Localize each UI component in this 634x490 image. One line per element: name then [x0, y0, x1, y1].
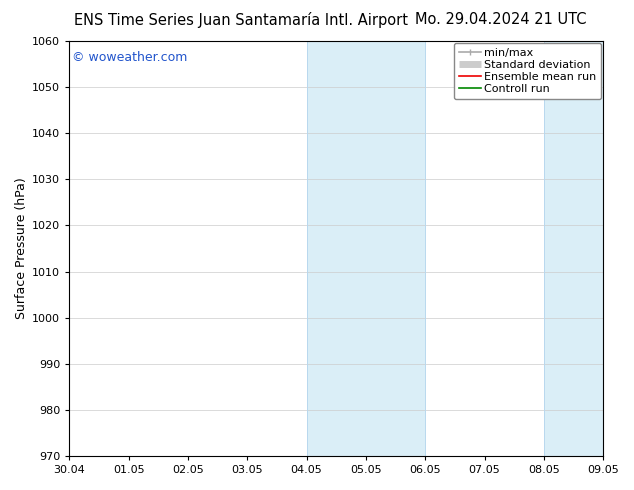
Y-axis label: Surface Pressure (hPa): Surface Pressure (hPa) — [15, 178, 28, 319]
Legend: min/max, Standard deviation, Ensemble mean run, Controll run: min/max, Standard deviation, Ensemble me… — [454, 43, 601, 99]
Bar — [544, 41, 603, 456]
Text: ENS Time Series Juan Santamaría Intl. Airport: ENS Time Series Juan Santamaría Intl. Ai… — [74, 12, 408, 28]
Text: © woweather.com: © woweather.com — [72, 51, 188, 64]
Bar — [307, 41, 425, 456]
Text: Mo. 29.04.2024 21 UTC: Mo. 29.04.2024 21 UTC — [415, 12, 586, 27]
